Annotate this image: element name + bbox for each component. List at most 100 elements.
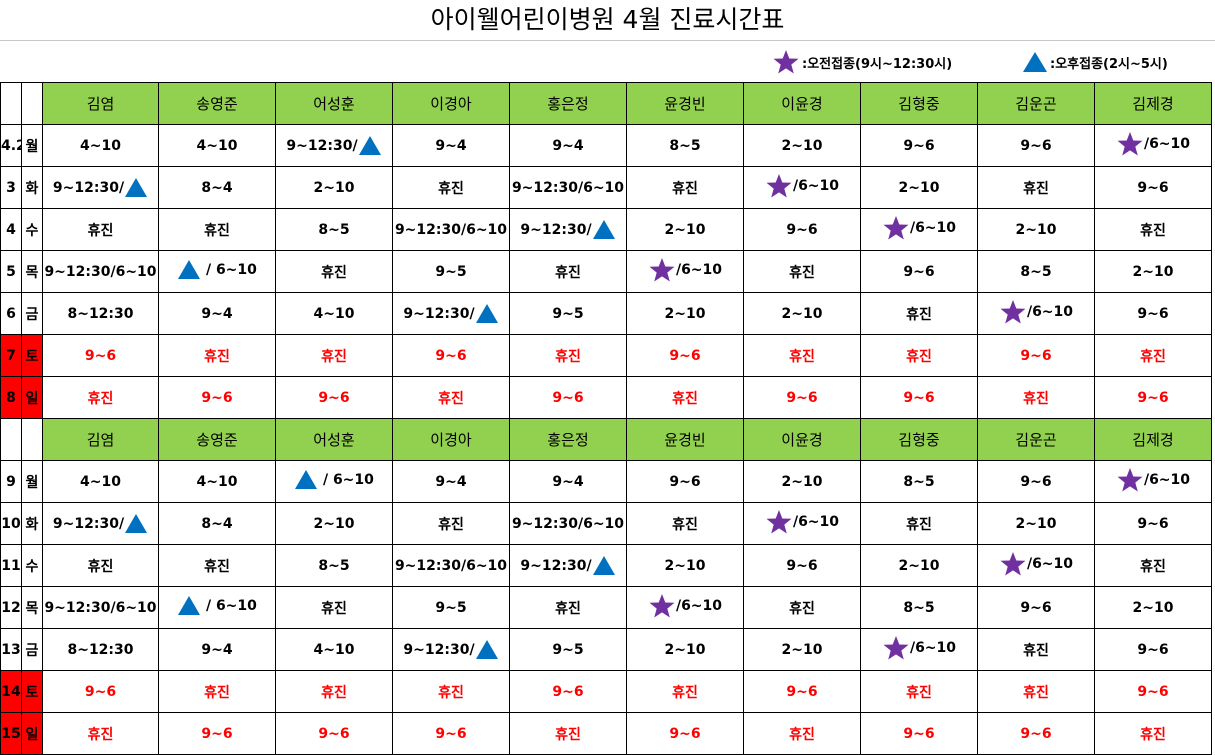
schedule-hours: 9~6	[1137, 179, 1169, 196]
doctor-name-header: 어성훈	[275, 418, 393, 461]
table-row: 5 목 9~12:30/6~10 / 6~10 휴진 9~5 휴진/6~10 휴진 9~6 8~…	[0, 250, 1212, 293]
schedule-cell: 9~12:30/6~10	[42, 586, 159, 629]
schedule-hours: 휴진	[906, 348, 932, 365]
schedule-hours: 9~12:30/6~10	[511, 179, 625, 196]
schedule-cell: 휴진	[743, 250, 861, 293]
header-blank-cell	[0, 82, 22, 125]
doctor-name-header: 이윤경	[743, 418, 861, 461]
schedule-hours: 휴진	[1140, 348, 1166, 365]
schedule-hours: 9~6	[84, 347, 117, 364]
date-cell: 6	[0, 292, 22, 335]
schedule-cell: 9~6	[977, 124, 1095, 167]
schedule-cell: 2~10	[977, 208, 1095, 251]
schedule-cell: 9~6	[275, 376, 393, 419]
schedule-hours: 휴진	[1023, 684, 1049, 701]
header-blank-cell	[21, 418, 43, 461]
schedule-cell: 9~5	[392, 586, 510, 629]
table-row: 14 토 9~6 휴진 휴진 휴진 9~6 휴진 9~6 휴진 휴진 9~6	[0, 670, 1212, 713]
schedule-cell: /6~10	[860, 628, 978, 671]
table-row: 15 일 휴진 9~6 9~6 9~6 휴진 9~6 휴진 9~6 9~6 휴진	[0, 712, 1212, 755]
schedule-hours: 휴진	[438, 180, 464, 197]
schedule-hours: 9~6	[1020, 137, 1052, 154]
doctor-header-row: 김염 송영준 어성훈 이경아 홍은정 윤경빈 이윤경 김형중 김운곤 김제경	[0, 418, 1212, 461]
schedule-hours: 2~10	[1132, 263, 1174, 280]
star-icon	[1117, 131, 1143, 155]
schedule-cell: 9~6	[860, 376, 978, 419]
weekday-cell: 목	[21, 250, 43, 293]
weekday-cell: 목	[21, 586, 43, 629]
schedule-cell: 9~6	[1094, 670, 1212, 713]
triangle-icon	[1023, 52, 1047, 72]
schedule-cell: 휴진	[860, 334, 978, 377]
date-cell: 15	[0, 712, 22, 755]
schedule-hours: 9~6	[786, 683, 818, 700]
schedule-hours: 휴진	[321, 600, 347, 617]
schedule-hours: 휴진	[906, 306, 932, 323]
schedule-cell: 8~5	[977, 250, 1095, 293]
schedule-cell: /6~10	[743, 502, 861, 545]
schedule-hours: 9~12:30/	[52, 179, 125, 196]
table-row: 10 화 9~12:30/8~4 2~10 휴진 9~12:30/6~10 휴진/6~10 휴…	[0, 502, 1212, 545]
schedule-hours: 휴진	[906, 684, 932, 701]
schedule-hours: 8~12:30	[67, 305, 134, 322]
schedule-cell: 휴진	[626, 670, 744, 713]
schedule-cell: 휴진	[743, 586, 861, 629]
star-icon	[883, 635, 909, 659]
schedule-cell: 휴진	[42, 712, 159, 755]
table-row: 3 화 9~12:30/8~4 2~10 휴진 9~12:30/6~10 휴진/6~10 2~…	[0, 166, 1212, 209]
schedule-cell: 9~12:30/	[509, 544, 627, 587]
schedule-hours: 4~10	[196, 137, 238, 154]
schedule-cell: 9~6	[509, 670, 627, 713]
schedule-cell: 9~4	[158, 628, 276, 671]
schedule-cell: 9~6	[1094, 292, 1212, 335]
schedule-cell: 9~6	[860, 712, 978, 755]
schedule-hours: 9~12:30/6~10	[394, 557, 508, 574]
page-title: 아이웰어린이병원 4월 진료시간표	[430, 5, 785, 34]
schedule-cell: 9~4	[392, 460, 510, 503]
schedule-cell: 9~6	[158, 712, 276, 755]
schedule-hours: 8~5	[903, 599, 935, 616]
schedule-cell: 4~10	[275, 628, 393, 671]
triangle-icon	[592, 220, 615, 239]
schedule-cell: 9~12:30/	[275, 124, 393, 167]
schedule-cell: 4~10	[42, 460, 159, 503]
schedule-cell: /6~10	[626, 586, 744, 629]
schedule-hours: 9~12:30/6~10	[44, 599, 157, 616]
schedule-cell: 휴진	[626, 166, 744, 209]
schedule-cell: 휴진	[743, 334, 861, 377]
schedule-cell: 9~6	[1094, 376, 1212, 419]
star-icon	[1000, 551, 1026, 575]
schedule-cell: / 6~10	[158, 586, 276, 629]
schedule-hours: 휴진	[321, 684, 347, 701]
weekday-cell: 화	[21, 502, 43, 545]
schedule-cell: 2~10	[743, 292, 861, 335]
table-row: 9 월 4~10 4~10 / 6~10 9~4 9~4 9~6 2~10 8~5 9~6/6~1…	[0, 460, 1212, 503]
schedule-hours: /6~10	[675, 261, 723, 278]
schedule-hours: 4~10	[196, 473, 238, 490]
schedule-cell: 4~10	[42, 124, 159, 167]
legend-morning-label: :오전접종(9시~12:30시)	[802, 56, 953, 72]
triangle-icon	[125, 178, 148, 197]
schedule-cell: 2~10	[275, 166, 393, 209]
schedule-cell: / 6~10	[275, 460, 393, 503]
schedule-hours: 9~12:30/	[403, 305, 475, 322]
doctor-name-header: 김운곤	[977, 418, 1095, 461]
schedule-hours: 9~6	[552, 683, 584, 700]
weekday-cell: 금	[21, 628, 43, 671]
table-row: 12 목 9~12:30/6~10 / 6~10 휴진 9~5 휴진/6~10 휴진 8~5 9…	[0, 586, 1212, 629]
schedule-hours: 2~10	[898, 179, 940, 196]
schedule-cell: 2~10	[743, 628, 861, 671]
date-cell: 5	[0, 250, 22, 293]
schedule-cell: 휴진	[977, 670, 1095, 713]
schedule-cell: 9~6	[860, 124, 978, 167]
schedule-hours: 9~4	[201, 641, 233, 658]
schedule-hours: / 6~10	[201, 261, 257, 278]
schedule-hours: 9~5	[435, 599, 467, 616]
schedule-cell: 9~12:30/6~10	[42, 250, 159, 293]
schedule-hours: 휴진	[438, 516, 464, 533]
weekday-cell: 월	[21, 460, 43, 503]
schedule-hours: 2~10	[898, 557, 940, 574]
schedule-cell: 9~6	[42, 334, 159, 377]
triangle-icon	[178, 596, 201, 615]
schedule-hours: 휴진	[672, 180, 698, 197]
